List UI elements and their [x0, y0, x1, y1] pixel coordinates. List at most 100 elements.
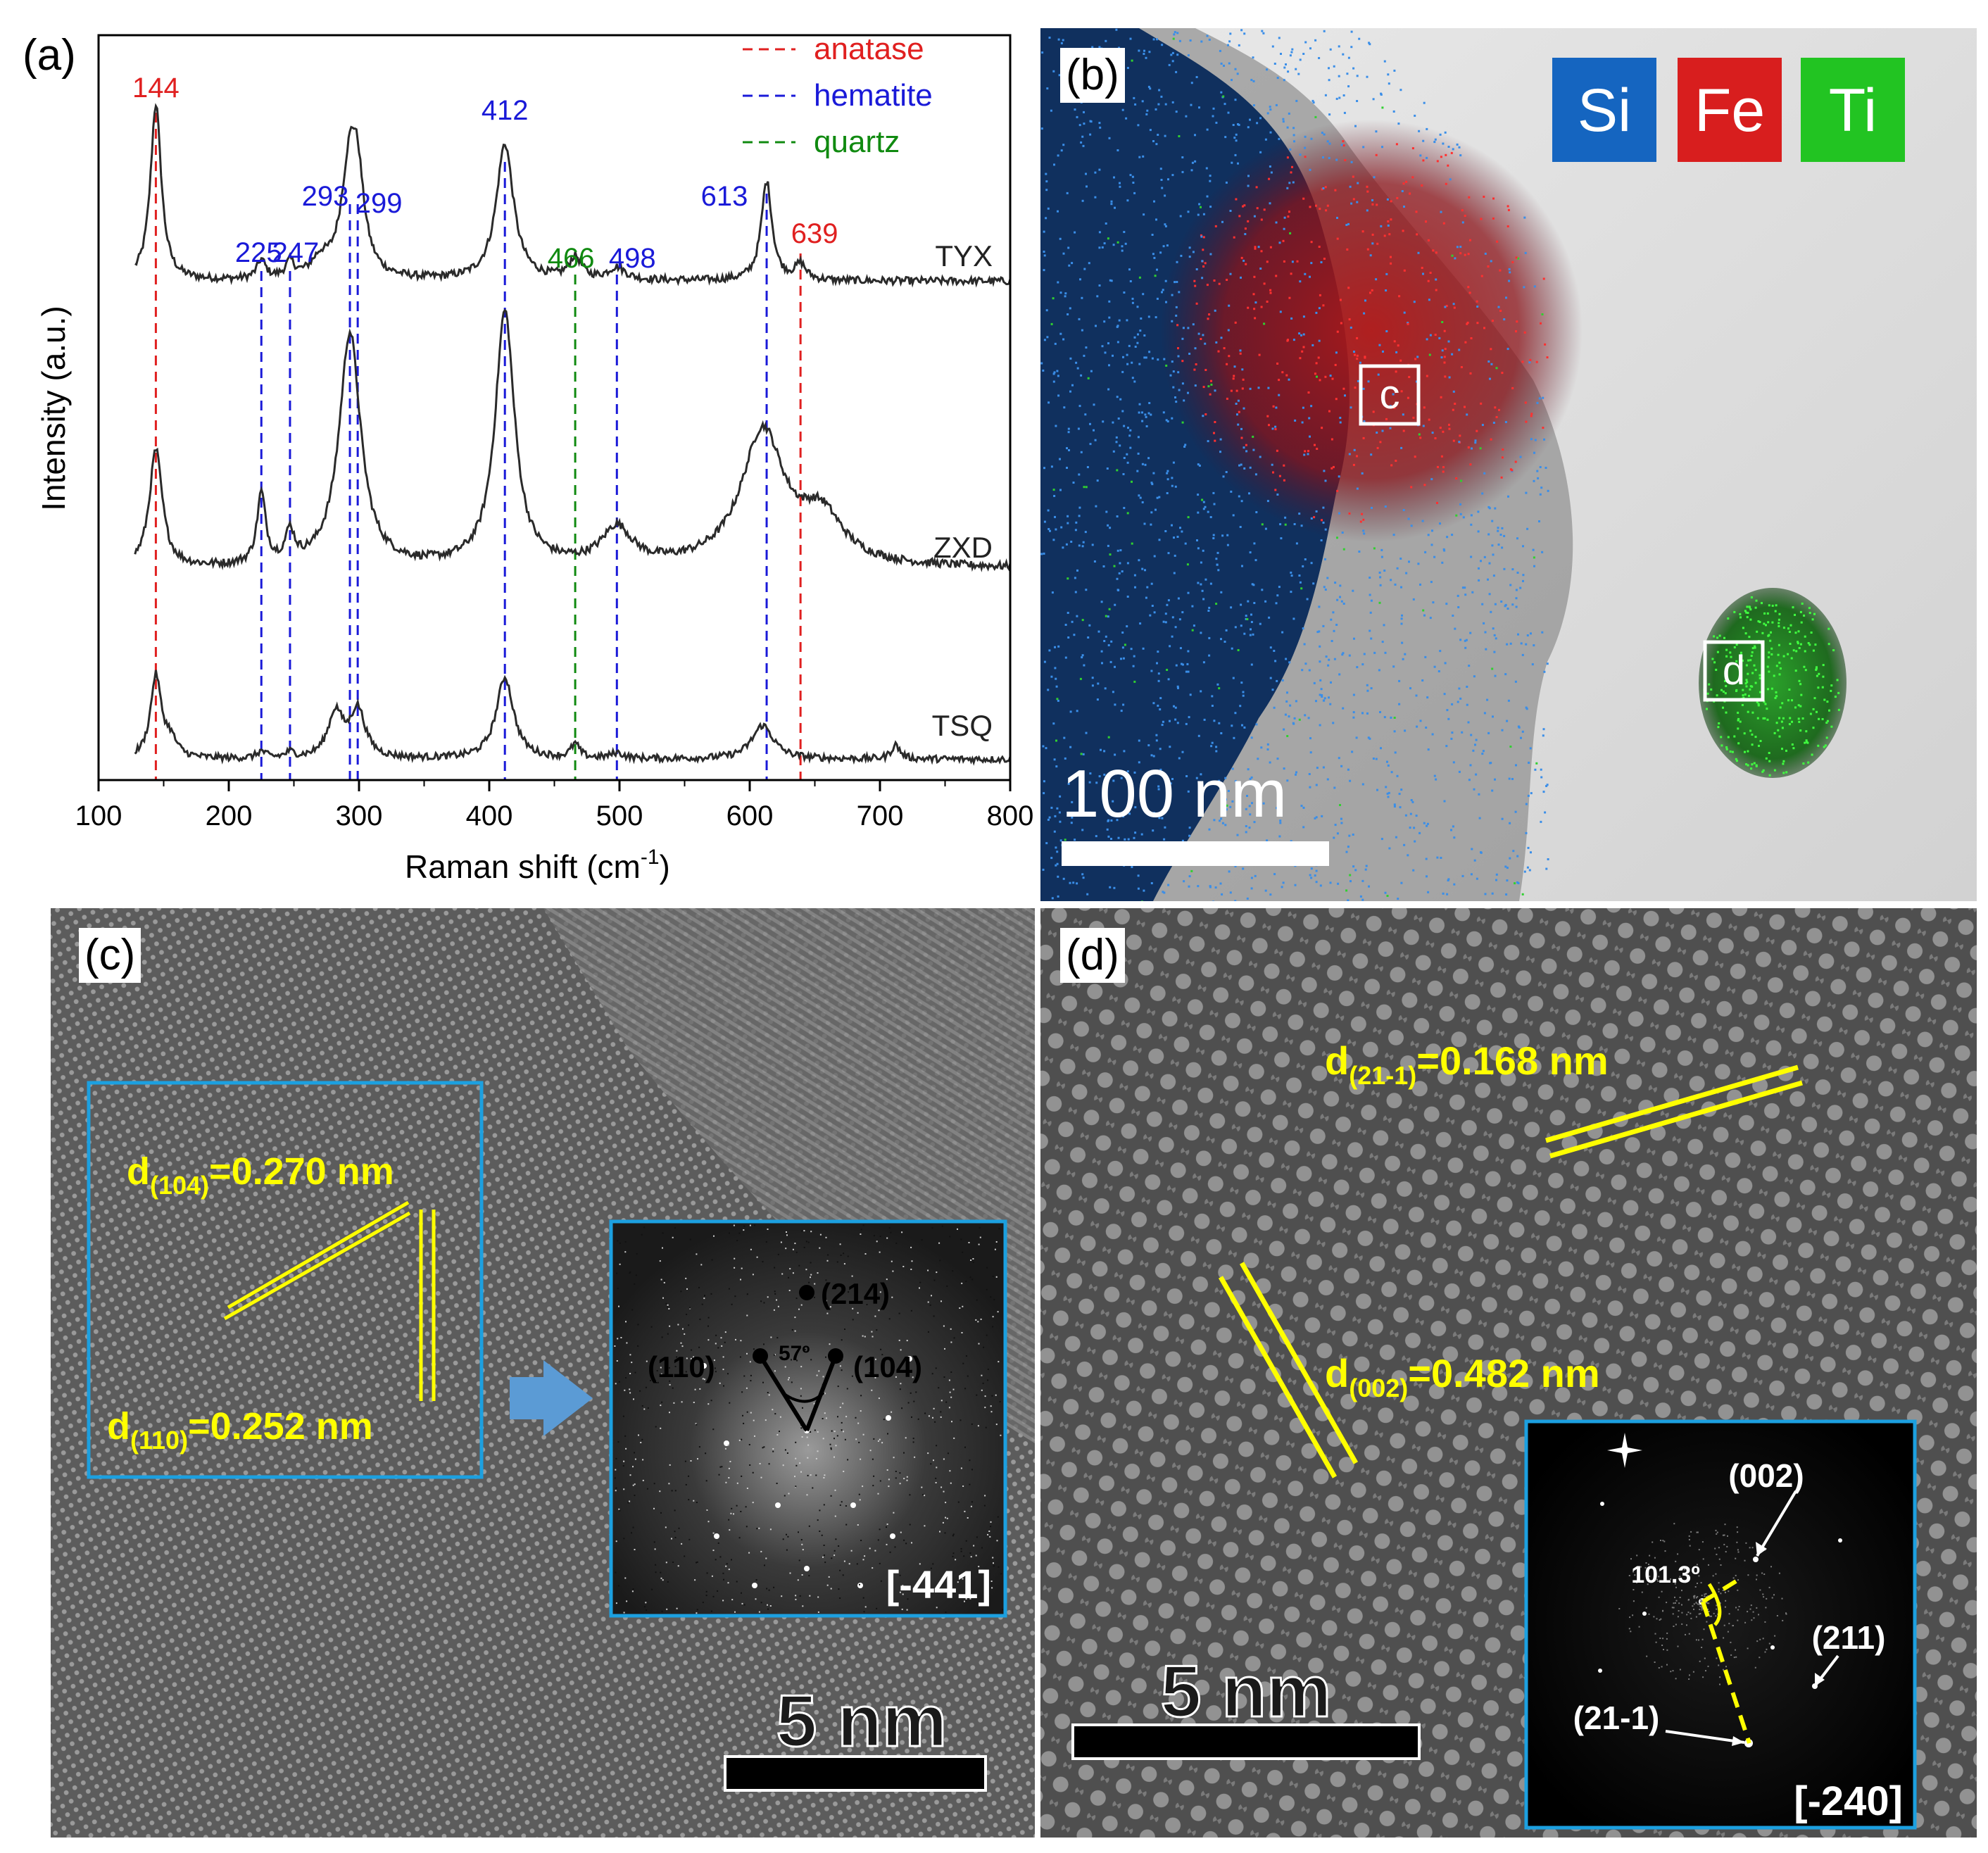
fft-c-noise [736, 1240, 738, 1242]
eds-speckle [1315, 784, 1318, 786]
eds-speckle [1249, 777, 1252, 780]
eds-speckle [1079, 278, 1081, 281]
fft-c-noise [690, 1357, 692, 1359]
eds-speckle [1262, 802, 1265, 805]
fft-d-noise [1758, 1614, 1759, 1616]
fft-c-noise [774, 1290, 776, 1293]
fft-c-noise [746, 1411, 748, 1413]
eds-speckle [1215, 121, 1218, 124]
eds-speckle [1202, 549, 1204, 552]
eds-speckle [1350, 880, 1352, 883]
fft-c-noise [722, 1600, 724, 1602]
eds-speckle [1290, 272, 1292, 275]
eds-speckle [1533, 565, 1535, 567]
fft-c-noise [660, 1405, 662, 1407]
eds-speckle [1123, 231, 1126, 233]
eds-speckle [1190, 82, 1193, 84]
eds-speckle [1289, 232, 1292, 234]
fft-c-noise [749, 1224, 751, 1226]
eds-speckle [1511, 603, 1514, 606]
fft-c-noise [936, 1445, 938, 1447]
fft-d-noise [1735, 1649, 1736, 1651]
fft-c-noise [962, 1578, 964, 1580]
eds-speckle [1230, 606, 1233, 609]
eds-speckle [1236, 73, 1239, 75]
fft-c-noise [835, 1538, 837, 1540]
fft-c-noise [992, 1557, 994, 1559]
eds-speckle [1172, 37, 1175, 40]
eds-speckle [1371, 507, 1373, 509]
eds-speckle [1431, 733, 1434, 736]
eds-speckle [1073, 634, 1076, 636]
eds-speckle [1252, 293, 1255, 296]
eds-speckle [1240, 29, 1243, 32]
eds-speckle [1447, 878, 1450, 881]
eds-speckle [1188, 885, 1190, 888]
eds-speckle [1503, 534, 1506, 537]
fft-d-noise [1720, 1593, 1722, 1595]
eds-speckle [1283, 728, 1285, 731]
fft-c-noise [848, 1291, 850, 1293]
eds-speckle [1399, 89, 1402, 92]
fft-d-noise [1725, 1666, 1727, 1668]
eds-speckle-ti [1797, 717, 1800, 720]
eds-speckle [1166, 244, 1169, 247]
fft-c-noise [842, 1574, 844, 1576]
fft-d-noise [1738, 1606, 1740, 1607]
eds-speckle [1376, 432, 1378, 434]
eds-speckle [1484, 631, 1487, 634]
fft-c-noise [685, 1483, 687, 1485]
eds-speckle [1423, 822, 1426, 824]
eds-speckle-ti [1717, 726, 1720, 729]
eds-speckle [1245, 263, 1247, 265]
eds-speckle [1253, 215, 1256, 218]
fft-c-noise [862, 1433, 864, 1436]
fft-d-noise [1662, 1610, 1663, 1612]
fft-c-noise [734, 1267, 736, 1269]
eds-speckle [1415, 211, 1418, 213]
eds-speckle [1324, 589, 1327, 591]
eds-speckle [1459, 434, 1461, 437]
eds-speckle [1505, 296, 1507, 299]
eds-speckle [1143, 213, 1145, 216]
fft-c-noise [756, 1256, 758, 1258]
eds-speckle [1091, 544, 1094, 546]
eds-speckle [1490, 363, 1493, 365]
eds-speckle [1394, 751, 1397, 754]
fft-c-noise [694, 1579, 696, 1581]
eds-speckle [1117, 417, 1120, 420]
fft-c-noise [655, 1564, 657, 1566]
eds-speckle [1057, 699, 1059, 702]
fft-c-noise [851, 1375, 853, 1377]
eds-speckle [1128, 344, 1131, 347]
eds-speckle [1172, 386, 1175, 389]
eds-speckle [1076, 115, 1078, 118]
eds-speckle-ti [1766, 612, 1769, 615]
eds-speckle [1340, 600, 1343, 603]
fft-c-noise [860, 1410, 862, 1412]
fft-c-noise [872, 1485, 874, 1487]
fft-c-noise [960, 1550, 962, 1552]
eds-speckle [1276, 449, 1278, 452]
eds-speckle [1516, 855, 1519, 858]
eds-speckle [1239, 349, 1242, 352]
eds-speckle [1221, 822, 1224, 824]
fft-c-noise [809, 1595, 811, 1597]
eds-speckle [1390, 579, 1392, 582]
fft-c-noise [824, 1474, 826, 1476]
eds-speckle [1194, 160, 1197, 163]
eds-speckle-ti [1778, 673, 1781, 676]
eds-speckle-ti [1754, 669, 1757, 672]
fft-c-noise [887, 1433, 888, 1435]
fft-c-noise [874, 1376, 876, 1378]
fft-c-noise [810, 1276, 811, 1279]
eds-speckle [1202, 661, 1205, 664]
fft-c-noise [951, 1421, 952, 1423]
eds-speckle-ti [1745, 679, 1748, 681]
eds-speckle [1509, 857, 1511, 860]
fft-c-noise [969, 1552, 971, 1554]
fft-c-noise [964, 1510, 966, 1512]
eds-speckle [1067, 431, 1070, 434]
fft-c-noise [1000, 1434, 1002, 1436]
